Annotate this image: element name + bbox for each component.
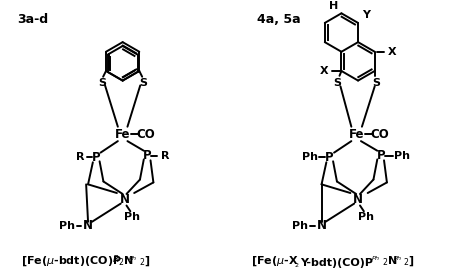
- Text: N: N: [119, 193, 129, 206]
- Text: S: S: [98, 78, 106, 88]
- Text: Ph: Ph: [394, 150, 410, 160]
- Text: CO: CO: [371, 128, 390, 141]
- Text: X: X: [320, 66, 328, 76]
- Text: Fe: Fe: [348, 128, 364, 141]
- Text: Ph: Ph: [59, 221, 75, 231]
- Text: S: S: [139, 78, 147, 88]
- Text: CO: CO: [137, 128, 155, 141]
- Text: Ph: Ph: [302, 152, 318, 162]
- Text: $_2$: $_2$: [294, 261, 299, 270]
- Text: P: P: [377, 149, 385, 162]
- Text: Y: Y: [362, 10, 370, 20]
- Text: S: S: [334, 78, 342, 88]
- Text: P: P: [325, 151, 334, 164]
- Text: Ph: Ph: [124, 212, 140, 222]
- Text: S: S: [373, 78, 381, 88]
- Text: $_2$N: $_2$N: [118, 254, 134, 268]
- Text: Y-bdt)(CO)P: Y-bdt)(CO)P: [301, 258, 374, 268]
- Text: N: N: [83, 219, 93, 232]
- Text: N: N: [353, 193, 363, 206]
- Text: $_2$N: $_2$N: [382, 254, 398, 268]
- Text: $_2$]: $_2$]: [139, 254, 150, 268]
- Text: $^{Ph}$: $^{Ph}$: [371, 255, 380, 264]
- Text: N: N: [317, 219, 327, 232]
- Text: 4a, 5a: 4a, 5a: [257, 13, 301, 26]
- Text: Ph: Ph: [358, 212, 374, 222]
- Text: 3a-d: 3a-d: [17, 13, 48, 26]
- Text: P: P: [143, 149, 152, 162]
- Text: H: H: [329, 1, 338, 11]
- Text: R: R: [76, 152, 85, 162]
- Text: $^{Ph}$: $^{Ph}$: [392, 255, 402, 264]
- Text: $^{Ph}$: $^{Ph}$: [128, 255, 138, 264]
- Text: Fe: Fe: [115, 128, 130, 141]
- Text: Ph: Ph: [292, 221, 309, 231]
- Text: $R$: $R$: [112, 253, 119, 264]
- Text: [Fe($\mu$-bdt)(CO)P: [Fe($\mu$-bdt)(CO)P: [21, 254, 121, 268]
- Text: R: R: [161, 150, 169, 160]
- Text: $_2$]: $_2$]: [403, 254, 415, 268]
- Text: P: P: [91, 151, 100, 164]
- Text: X: X: [388, 47, 396, 57]
- Text: [Fe($\mu$-X: [Fe($\mu$-X: [251, 254, 299, 268]
